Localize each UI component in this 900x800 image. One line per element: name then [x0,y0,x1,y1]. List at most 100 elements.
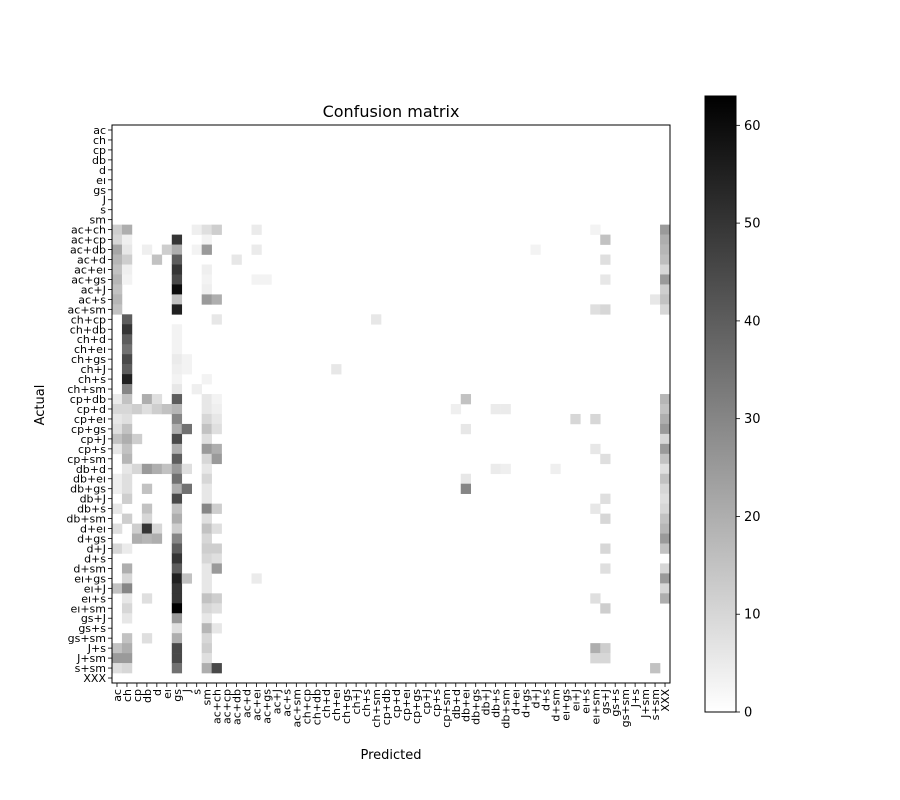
y-tick-label: ac+db [70,244,106,257]
heatmap-cell [121,334,133,345]
y-tick-label: gs+J [81,612,106,625]
heatmap-cell [112,304,123,315]
x-tick-label: ch+db [310,689,323,725]
heatmap-cell [211,453,222,465]
x-tick-label: ac [111,689,124,702]
heatmap-cell [201,423,212,435]
heatmap-cell [460,423,472,435]
heatmap-cell [121,493,133,504]
heatmap-cell [171,513,183,524]
heatmap-cell [121,633,133,644]
heatmap-cell [121,344,133,355]
heatmap-cell [181,573,193,584]
heatmap-cell [211,394,222,405]
heatmap-cell [171,523,183,534]
heatmap-cell [181,463,193,475]
x-tick-label: eı+gs [559,689,572,721]
heatmap-cell [660,394,671,405]
heatmap-cell [171,334,183,345]
x-tick-label: db+J [480,689,493,715]
y-tick-label: db+s [77,503,106,516]
colorbar: 0 10 20 30 40 50 60 [704,95,761,721]
y-tick-label: ch+J [81,363,106,376]
heatmap-cell [171,413,183,425]
heatmap-cell [121,354,133,365]
y-tick-label: ac+gs [71,273,106,286]
heatmap-cell [201,533,212,544]
heatmap-cell [121,603,133,614]
heatmap-cell [141,483,153,494]
heatmap-cell [112,294,123,305]
x-tick-label: ch+sm [370,689,383,728]
y-tick-label: sm [90,214,106,227]
heatmap-cell [121,314,133,325]
heatmap-cell [112,543,123,554]
y-tick-label: d [99,164,106,177]
heatmap-cell [201,284,212,295]
heatmap-cell [331,364,342,375]
heatmap-cell [141,593,153,604]
colorbar-tick-label: 60 [744,119,761,134]
heatmap-cell [590,503,601,514]
y-tick-label: ac+cp [71,234,106,247]
x-tick-label: eı+J [569,689,582,711]
heatmap-cell [590,653,601,664]
x-tick-label: db+sm [500,689,513,729]
heatmap-cell [201,394,212,405]
heatmap-cell [600,513,611,524]
heatmap-cell [112,264,123,275]
heatmap-cell [121,244,133,255]
x-axis-label: Predicted [360,748,421,763]
heatmap-cell [131,523,143,534]
heatmap-cell [171,364,183,375]
heatmap-cell [600,563,611,574]
heatmap-cell [590,443,601,455]
y-tick-label: db+sm [66,513,106,526]
heatmap-cell [371,314,382,325]
y-tick-label: cp+db [70,393,106,406]
heatmap-cell [211,413,222,425]
heatmap-cell [112,224,123,235]
y-tick-label: ch+eı [74,343,106,356]
heatmap-cell [201,244,212,255]
heatmap-cell [660,543,671,554]
y-tick-label: ch+gs [71,353,106,366]
heatmap-cell [201,603,212,614]
heatmap-cell [570,413,581,425]
heatmap-cell [201,613,212,624]
heatmap-cell [171,394,183,405]
heatmap-cell [660,513,671,524]
heatmap-cell [211,593,222,604]
colorbar-gradient [704,95,737,713]
heatmap-cell [121,384,133,395]
heatmap-cell [201,374,212,385]
heatmap-area [111,124,671,684]
heatmap-cell [171,324,183,335]
heatmap-cell [171,543,183,554]
heatmap-cell [112,443,123,455]
heatmap-cell [201,443,212,455]
y-tick-label: ch [93,134,106,147]
heatmap-cell [460,483,472,494]
x-tick-label: gs+sm [619,689,632,727]
heatmap-cell [590,224,601,235]
heatmap-cell [201,513,212,524]
y-axis-ticks: acchcpdbdeıgsJssmac+chac+cpac+dbac+dac+e… [66,124,112,685]
x-tick-label: cp+gs [410,689,423,724]
heatmap-cell [600,453,611,465]
heatmap-cell [171,274,183,285]
heatmap-cell [590,413,601,425]
heatmap-cell [121,234,133,245]
x-tick-label: ch+gs [340,689,353,724]
heatmap-cell [211,623,222,634]
heatmap-cell [121,264,133,275]
heatmap-cell [171,623,183,634]
y-tick-label: ch+s [78,373,106,386]
x-tick-label: d+s [539,689,552,711]
heatmap-cell [660,404,671,415]
heatmap-cell [141,463,153,475]
heatmap-cell [171,643,183,654]
heatmap-cell [141,513,153,524]
heatmap-cell [600,653,611,664]
heatmap-cell [121,374,133,385]
